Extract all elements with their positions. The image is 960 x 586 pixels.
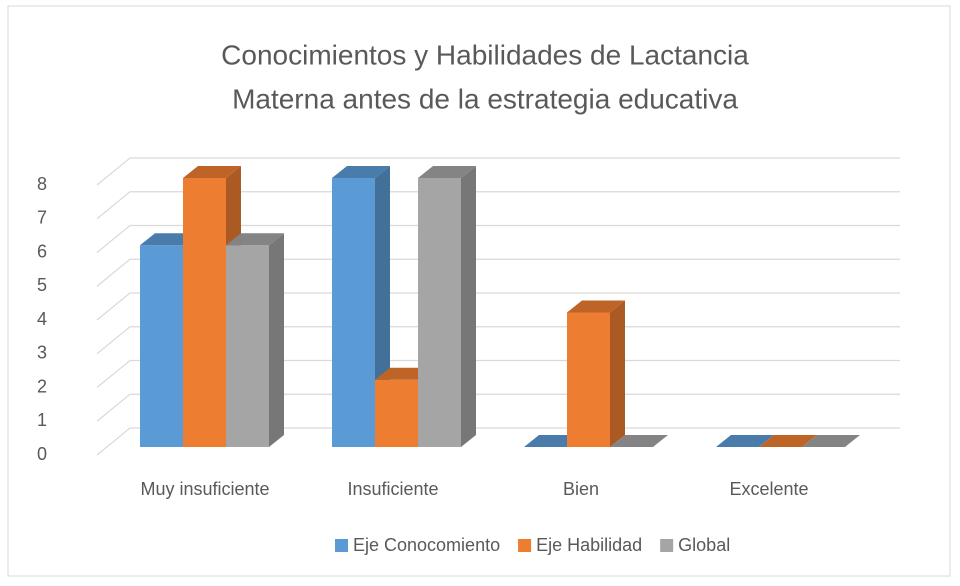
chart-title: Materna antes de la estrategia educativa — [232, 83, 738, 114]
bar-front — [567, 312, 610, 447]
bar-top — [759, 435, 817, 447]
grid-line — [96, 157, 900, 186]
bar — [716, 435, 774, 447]
x-tick-label: Bien — [563, 479, 599, 499]
bar-top — [802, 435, 860, 447]
bar-top — [567, 300, 625, 313]
y-tick-label: 6 — [37, 241, 47, 261]
legend-swatch — [660, 539, 674, 552]
bar-front — [183, 178, 226, 447]
bar-front — [375, 379, 418, 447]
x-tick-label: Excelente — [729, 479, 808, 499]
y-tick-label: 0 — [37, 444, 47, 464]
bar — [610, 435, 668, 447]
bar-top — [226, 233, 284, 246]
legend-swatch — [518, 539, 532, 552]
legend-label: Eje Habilidad — [536, 535, 642, 555]
bar — [802, 435, 860, 447]
legend-label: Eje Conocomiento — [353, 535, 500, 555]
grid-line — [96, 427, 900, 456]
y-tick-label: 7 — [37, 208, 47, 228]
bar — [567, 300, 625, 447]
y-tick-label: 4 — [37, 309, 47, 329]
legend-label: Global — [678, 535, 730, 555]
grid-line — [96, 292, 900, 321]
x-tick-label: Muy insuficiente — [140, 479, 269, 499]
bar-front — [226, 245, 269, 447]
bar-top — [332, 166, 390, 178]
grid-line — [96, 393, 900, 422]
bar-top — [610, 435, 668, 447]
y-tick-label: 2 — [37, 376, 47, 396]
bar-side — [610, 300, 625, 447]
grid-line — [96, 224, 900, 253]
chart-title: Conocimientos y Habilidades de Lactancia — [221, 39, 749, 70]
grid-line — [96, 191, 900, 220]
bar — [418, 166, 476, 447]
bar-side — [461, 166, 476, 447]
grid-line — [96, 326, 900, 355]
bar-top — [418, 166, 476, 178]
grid-line — [96, 359, 900, 388]
y-tick-label: 8 — [37, 174, 47, 194]
bar-top — [716, 435, 774, 447]
bar-side — [269, 233, 284, 447]
y-tick-label: 3 — [37, 343, 47, 363]
bar-front — [418, 178, 461, 447]
legend-swatch — [335, 539, 348, 552]
bar-top — [183, 166, 241, 178]
bar — [759, 435, 817, 447]
x-tick-label: Insuficiente — [347, 479, 438, 499]
y-tick-label: 1 — [37, 410, 47, 430]
grid-line — [96, 258, 900, 287]
bar — [226, 233, 284, 447]
bar-front — [140, 245, 183, 447]
bar-front — [332, 178, 375, 447]
y-tick-label: 5 — [37, 275, 47, 295]
